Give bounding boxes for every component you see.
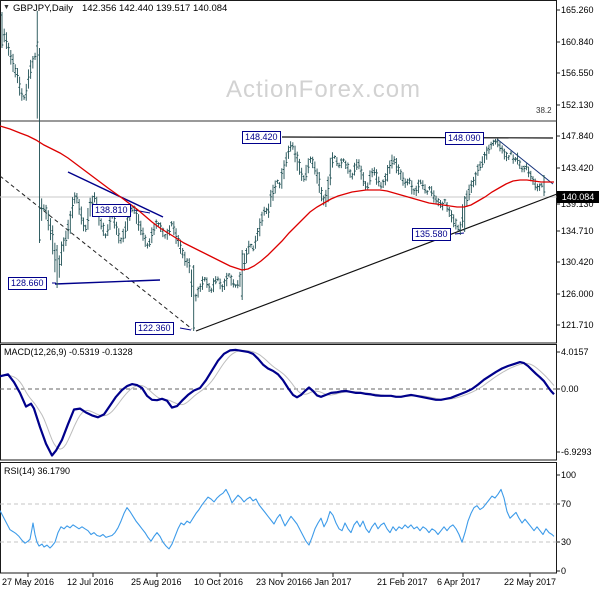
axis-rsi-label: 0 [561,566,567,576]
axis-macd-label: 0.00 [561,384,579,394]
axis-rsi-label: 30 [561,537,572,547]
axis-date-label: 6 Jan 2017 [307,577,352,587]
price-callout: 148.090 [445,132,484,145]
axis-price-label: 160.840 [561,37,594,47]
axis-price-label: 156.550 [561,68,594,78]
axis-date-label: 27 May 2016 [2,577,55,587]
axis-price-label: 143.420 [561,163,594,173]
axis-date-label: 23 Nov 2016 [256,577,308,587]
symbol-period-label: GBPJPY,Daily [13,3,74,14]
price-callout: 128.660 [8,277,47,290]
chart-title: GBPJPY,Daily 142.356 142.440 139.517 140.… [13,3,227,14]
axis-date-label: 12 Jul 2016 [67,577,114,587]
axis-price-label: 165.260 [561,5,594,15]
price-callout: 138.810 [92,204,131,217]
axis-price-label: 121.710 [561,320,594,330]
price-callout: 122.360 [135,322,174,335]
axis-date-label: 6 Apr 2017 [437,577,481,587]
symbol-dropdown-icon[interactable]: ▼ [3,4,10,11]
axis-rsi-label: 100 [561,470,577,480]
axis-price-label: 147.840 [561,131,594,141]
axis-price-label: 126.000 [561,289,594,299]
axis-price-label: 130.420 [561,257,594,267]
ohlc-values: 142.356 142.440 139.517 140.084 [82,3,228,14]
axis-price-label: 134.710 [561,226,594,236]
axis-price-label: 139.130 [561,199,594,209]
price-callout: 135.580 [412,228,451,241]
axis-date-label: 25 Aug 2016 [131,577,182,587]
axis-date-label: 21 Feb 2017 [377,577,428,587]
axis-rsi-label: 70 [561,499,572,509]
rsi-indicator-label: RSI(14) 36.1790 [4,466,71,476]
watermark: ActionForex.com [225,76,422,103]
price-callout: 148.420 [242,131,281,144]
axis-macd-label: 4.0157 [561,347,589,357]
fib-382-label: 38.2 [536,106,552,115]
axis-date-label: 10 Oct 2016 [194,577,244,587]
current-price-tag: 140.084 [557,191,599,203]
axis-macd-label: -6.9293 [561,447,592,457]
macd-indicator-label: MACD(12,26,9) -0.5319 -0.1328 [4,347,133,357]
axis-date-label: 22 May 2017 [504,577,557,587]
axis-price-label: 152.130 [561,100,594,110]
